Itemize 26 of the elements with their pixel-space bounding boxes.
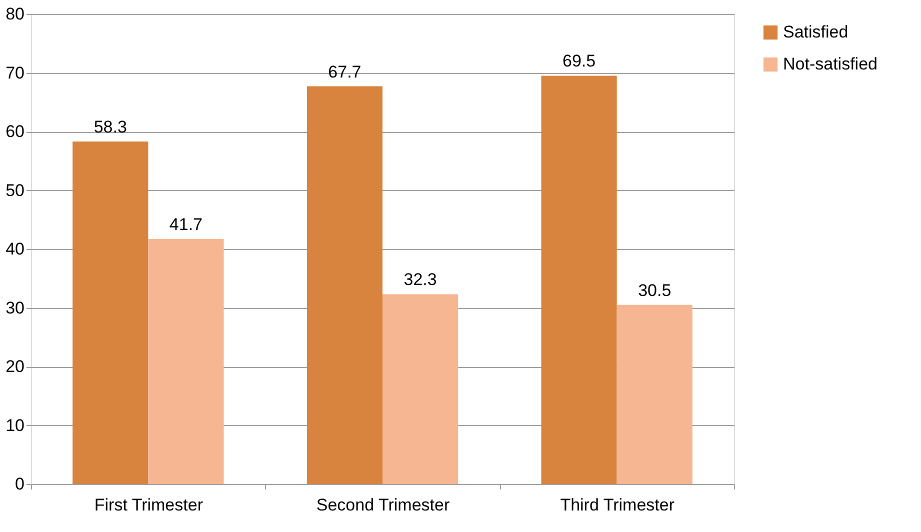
data-label: 67.7 <box>328 62 362 82</box>
x-tick-label: First Trimester <box>94 496 204 514</box>
bar <box>541 76 617 484</box>
y-tick-label: 0 <box>15 474 24 494</box>
data-label: 41.7 <box>169 215 203 234</box>
x-tick-label: Third Trimester <box>560 496 675 514</box>
y-tick-label: 50 <box>6 180 24 200</box>
data-label: 32.3 <box>404 270 437 290</box>
bar <box>72 141 148 484</box>
y-tick-label: 60 <box>6 122 24 141</box>
legend-label: Satisfied <box>783 22 848 42</box>
y-tick-label: 40 <box>6 240 24 258</box>
y-tick-label: 20 <box>6 357 24 376</box>
bar <box>382 294 458 484</box>
data-label: 69.5 <box>562 52 596 71</box>
data-label: 30.5 <box>638 280 672 300</box>
y-tick-label: 10 <box>6 416 24 435</box>
x-tick-label: Second Trimester <box>316 496 450 514</box>
bar <box>616 304 692 484</box>
y-tick-label: 30 <box>6 298 24 318</box>
bar <box>306 86 382 484</box>
data-label: 58.3 <box>94 117 127 136</box>
y-tick-label: 80 <box>6 4 24 24</box>
bar <box>148 239 224 484</box>
legend-label: Not-satisfied <box>783 54 878 74</box>
y-tick-label: 70 <box>6 63 24 82</box>
